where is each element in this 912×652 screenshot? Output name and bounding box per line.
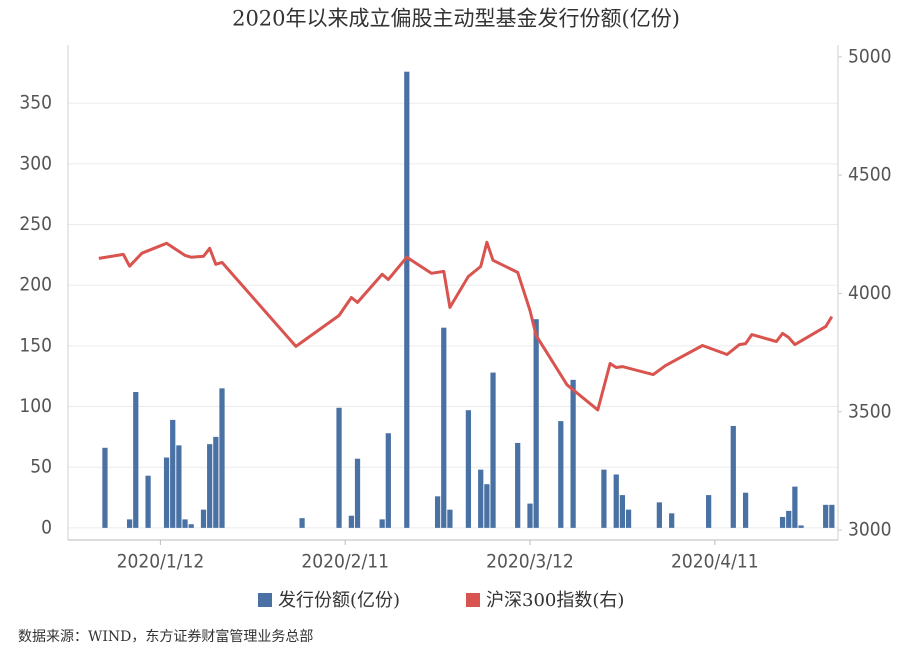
bar: [625, 509, 632, 528]
y2-tick-label: 4000: [848, 282, 892, 304]
bar: [102, 447, 108, 528]
y-tick-label: 250: [19, 213, 52, 235]
bar: [188, 524, 194, 528]
bar: [742, 492, 749, 528]
bar: [823, 504, 829, 528]
legend-swatch: [466, 593, 480, 607]
bar: [299, 518, 305, 528]
bar: [404, 71, 410, 528]
bar: [447, 509, 453, 528]
bar: [348, 515, 354, 528]
bar: [779, 516, 786, 528]
bar: [145, 475, 151, 528]
bar: [515, 442, 521, 528]
bar: [656, 502, 662, 528]
legend-label: 发行份额(亿份): [278, 590, 400, 611]
y-tick-label: 350: [19, 92, 52, 114]
bar: [570, 379, 576, 528]
bar: [200, 509, 207, 528]
y-tick-label: 200: [19, 274, 52, 296]
bar: [336, 407, 342, 528]
bar: [786, 510, 792, 528]
bar: [601, 469, 607, 528]
bar: [619, 495, 626, 528]
y2-tick-label: 3000: [848, 519, 892, 541]
y-tick-label: 300: [19, 152, 52, 174]
bar: [213, 436, 219, 528]
bar: [163, 457, 170, 528]
bar: [126, 519, 133, 528]
bar: [669, 513, 675, 528]
x-tick-label: 2020/1/12: [117, 551, 205, 573]
source-note: 数据来源：WIND，东方证券财富管理业务总部: [18, 628, 313, 645]
bar: [207, 444, 213, 528]
bar: [558, 421, 564, 528]
bar: [219, 388, 225, 528]
y-tick-label: 100: [19, 395, 52, 417]
y-tick-label: 150: [19, 334, 52, 356]
bar: [798, 525, 804, 528]
bar: [434, 496, 441, 528]
y2-tick-label: 5000: [848, 45, 892, 67]
bar: [478, 469, 484, 528]
chart-title: 2020年以来成立偏股主动型基金发行份额(亿份): [232, 7, 680, 31]
legend-swatch: [258, 593, 272, 607]
bar: [354, 458, 361, 528]
y-tick-label: 50: [30, 456, 52, 478]
x-tick-label: 2020/2/11: [301, 551, 389, 573]
bar: [792, 486, 798, 528]
bar: [527, 503, 533, 528]
bar: [170, 419, 176, 528]
x-tick-label: 2020/3/12: [486, 551, 574, 573]
bar: [613, 474, 619, 528]
bar: [176, 445, 182, 528]
bar: [465, 410, 472, 528]
y2-tick-label: 4500: [848, 164, 892, 186]
y-tick-label: 0: [41, 516, 52, 538]
bar: [706, 495, 712, 528]
bar: [133, 391, 139, 528]
bar: [829, 504, 835, 528]
y2-tick-label: 3500: [848, 400, 892, 422]
line: [98, 240, 834, 412]
bar: [441, 327, 447, 528]
bar: [385, 433, 391, 528]
bar: [730, 425, 736, 528]
legend-label: 沪深300指数(右): [486, 590, 624, 611]
bar: [533, 319, 539, 528]
bar: [484, 484, 490, 528]
x-tick-label: 2020/4/11: [671, 551, 759, 573]
bar: [490, 372, 496, 528]
bar: [182, 519, 188, 528]
bar: [379, 519, 385, 528]
